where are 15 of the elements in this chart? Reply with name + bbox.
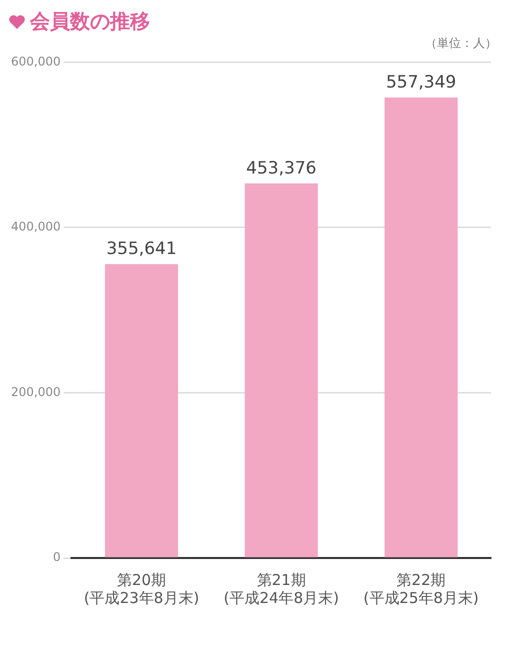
y-tick-label: 600,000 [11, 54, 61, 68]
x-tick-label: 第22期 (平成25年8月末) [363, 570, 479, 607]
y-tick-label: 0 [52, 550, 61, 564]
bar [244, 183, 318, 558]
bar [384, 97, 458, 558]
chart-title: 会員数の推移 [30, 8, 150, 35]
bar [105, 264, 178, 558]
x-tick-label: 第20期 (平成23年8月末) [84, 570, 200, 607]
data-label: 557,349 [386, 72, 456, 92]
text: （単位：人） [424, 35, 497, 52]
x-tick-label: 第21期 (平成24年8月末) [224, 570, 339, 607]
data-label: 453,376 [246, 158, 316, 178]
y-tick-label: 400,000 [11, 220, 61, 234]
data-label: 355,641 [106, 239, 177, 260]
y-tick-label: 200,000 [11, 384, 61, 399]
